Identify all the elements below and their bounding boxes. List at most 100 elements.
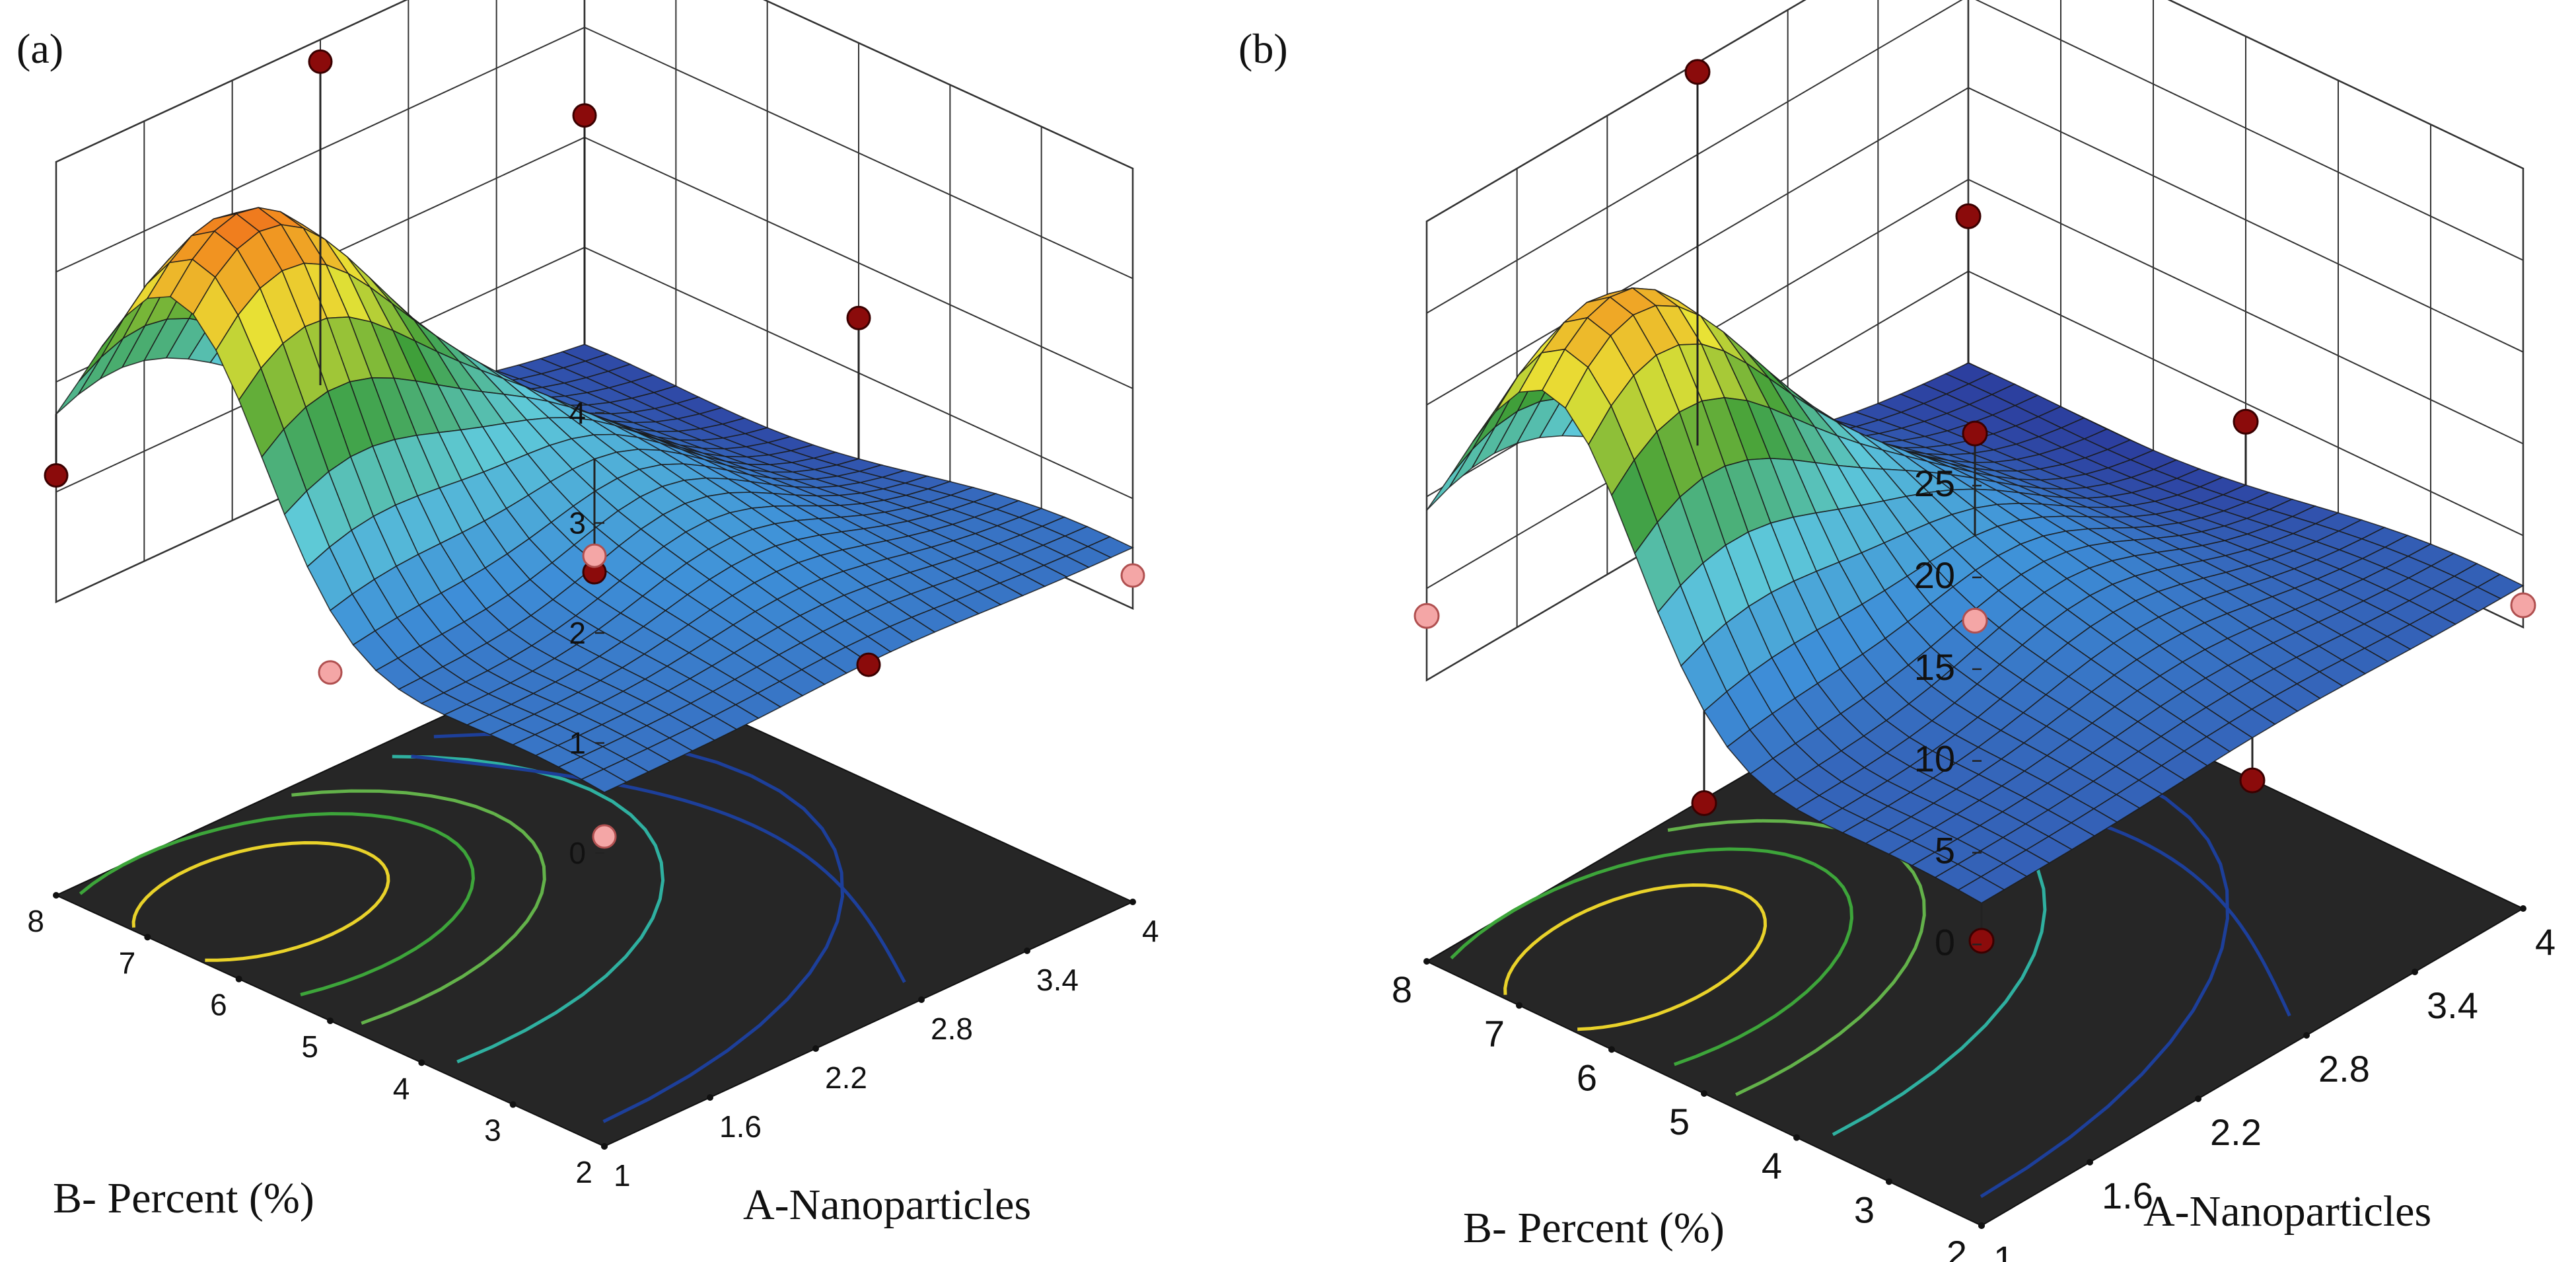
panel-label: (b) [1238, 25, 1288, 72]
x-tick-mark [2195, 1095, 2201, 1102]
z-tick-label: 0 [1935, 921, 1955, 963]
x-tick-label: 1.6 [719, 1109, 762, 1144]
y-tick-mark [418, 1059, 425, 1066]
y-tick-mark [1978, 1222, 1985, 1229]
y-tick-mark [1516, 1002, 1522, 1009]
y-tick-label: 4 [393, 1071, 410, 1105]
z-tick-label: 20 [1914, 554, 1955, 596]
x-tick-label: 1.6 [2102, 1175, 2153, 1216]
response-surface [55, 207, 1134, 794]
design-points [1413, 59, 2536, 954]
design-point-below-6 [318, 660, 343, 685]
z-tick-label: 4 [569, 396, 586, 430]
design-point-above-6 [1968, 928, 1995, 954]
z-tick-label: 15 [1914, 646, 1955, 688]
y-tick-mark [327, 1018, 334, 1024]
y-tick-mark [53, 892, 59, 899]
y-tick-label: 8 [27, 904, 44, 938]
x-tick-mark [1129, 899, 1136, 905]
x-axis-title: A-Nanoparticles [743, 1181, 1031, 1229]
x-tick-mark [1024, 947, 1030, 954]
design-point-above-1 [1955, 203, 1982, 229]
grid-line [1426, 0, 2524, 314]
grid-line [55, 26, 1133, 279]
chart-panel-a: 0123411.62.22.83.442345678A-Nanoparticle… [17, 0, 1159, 1229]
x-tick-mark [2412, 969, 2418, 975]
design-point-below-9 [1962, 607, 1988, 634]
design-point-above-2 [2233, 408, 2259, 435]
y-tick-mark [1793, 1134, 1800, 1141]
x-tick-label: 2.8 [931, 1012, 973, 1046]
y-tick-label: 5 [301, 1029, 318, 1064]
y-tick-label: 4 [1762, 1145, 1782, 1187]
x-tick-label: 2.2 [825, 1060, 867, 1095]
design-point-above-5 [856, 652, 881, 677]
y-tick-label: 3 [484, 1113, 501, 1148]
chart-panel-b: 0 5 10 15 20 25 1 1.6 2.2 2.8 3.4 4 2 3 4 5 6 7 8 A-Nanopar… [1238, 0, 2556, 1262]
y-tick-label: 8 [1392, 969, 1412, 1010]
y-tick-mark [509, 1101, 517, 1108]
y-tick-label: 7 [119, 946, 136, 980]
contour-line-1 [79, 811, 476, 996]
z-tick-label: 1 [569, 726, 586, 761]
design-point-above-5 [2239, 767, 2266, 794]
y-tick-mark [1423, 958, 1430, 965]
z-tick-label: 10 [1914, 738, 1955, 780]
x-tick-label: 2.8 [2318, 1048, 2370, 1090]
y-tick-mark [144, 934, 151, 941]
z-tick-label: 3 [569, 506, 586, 540]
contour-line-1 [1450, 847, 1854, 1066]
design-point-above-3 [1962, 420, 1988, 447]
panel-label: (a) [17, 25, 63, 72]
design-point-above-3 [846, 305, 871, 330]
design-point-below-8 [2510, 592, 2536, 618]
y-tick-mark [1701, 1090, 1707, 1097]
z-tick-label: 25 [1914, 463, 1955, 504]
design-point-above-4 [1691, 790, 1717, 817]
x-tick-label: 3.4 [1036, 963, 1079, 997]
contour-line-0 [1503, 883, 1768, 1031]
x-tick-mark [812, 1045, 819, 1052]
y-tick-mark [1886, 1178, 1892, 1185]
contour-line-2 [291, 789, 546, 1025]
x-tick-mark [707, 1094, 713, 1101]
y-tick-label: 2 [575, 1155, 592, 1189]
x-axis-title: A-Nanoparticles [2143, 1187, 2431, 1236]
x-tick-label: 1 [614, 1158, 631, 1193]
x-tick-label: 2.2 [2210, 1111, 2262, 1153]
y-tick-label: 3 [1854, 1189, 1875, 1230]
design-point-above-1 [308, 49, 333, 74]
response-surface [1426, 287, 2524, 904]
x-tick-mark [2520, 905, 2526, 912]
tick-labels: 0 5 10 15 20 25 1 1.6 2.2 2.8 3.4 4 2 3 4 5 6 7 8 [1392, 463, 2556, 1262]
surface-patch [1957, 875, 2005, 904]
y-tick-label: 7 [1484, 1013, 1505, 1055]
design-point-below-8 [1120, 563, 1145, 588]
design-points [44, 49, 1145, 849]
y-axis-title: B- Percent (%) [1463, 1204, 1725, 1252]
design-point-below-7 [592, 824, 617, 849]
x-tick-label: 1 [1993, 1238, 2014, 1262]
y-tick-label: 2 [1947, 1233, 1967, 1262]
y-tick-label: 5 [1669, 1101, 1690, 1142]
design-point-above-0 [1684, 59, 1711, 85]
x-tick-mark [918, 996, 925, 1003]
y-tick-mark [235, 975, 242, 983]
grid-line [1426, 0, 2524, 222]
y-tick-label: 6 [210, 988, 227, 1022]
x-tick-label: 4 [2535, 921, 2556, 963]
design-point-above-2 [572, 103, 597, 128]
x-tick-label: 4 [1142, 914, 1159, 948]
y-tick-label: 6 [1577, 1057, 1597, 1098]
design-point-above-0 [44, 463, 69, 488]
y-axis-title: B- Percent (%) [53, 1174, 314, 1222]
grid-line [55, 0, 1133, 169]
design-point-below-7 [1413, 603, 1440, 629]
contour-line-0 [131, 840, 390, 962]
x-tick-label: 3.4 [2427, 984, 2478, 1026]
x-tick-mark [2303, 1032, 2310, 1039]
x-tick-mark [2087, 1159, 2093, 1166]
contour-line-valley [411, 755, 906, 983]
